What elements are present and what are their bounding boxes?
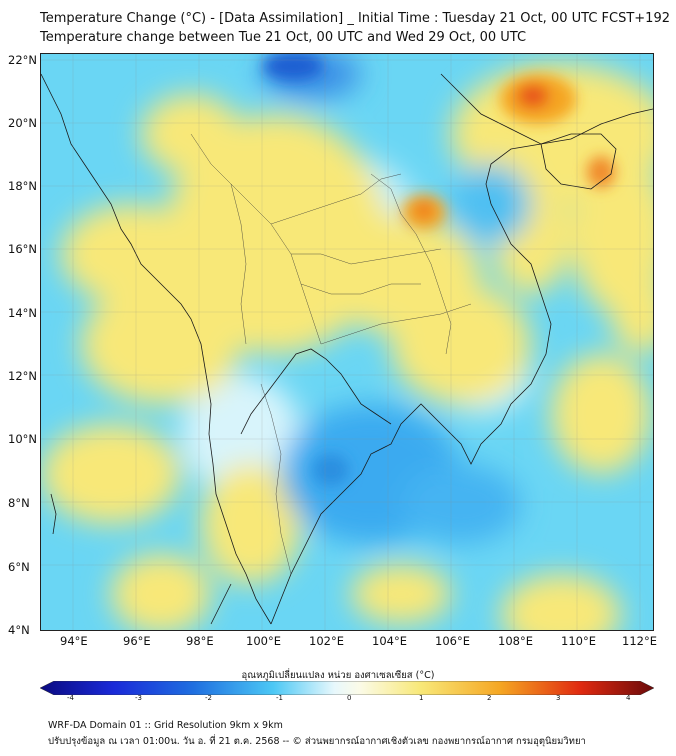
lat-label-14: 14°N: [8, 306, 37, 320]
lat-label-8: 8°N: [8, 496, 30, 510]
lon-label-104: 104°E: [372, 634, 407, 648]
map-subtitle: Temperature change between Tue 21 Oct, 0…: [40, 30, 527, 45]
map-title: Temperature Change (°C) - [Data Assimila…: [40, 11, 670, 26]
colorbar-tick-1: 1: [419, 694, 424, 702]
lon-label-96: 96°E: [123, 634, 151, 648]
lon-label-106: 106°E: [435, 634, 470, 648]
lon-label-108: 108°E: [498, 634, 533, 648]
lon-label-112: 112°E: [622, 634, 657, 648]
colorbar-tick-4: 4: [626, 694, 631, 702]
temperature-hotspots: [263, 54, 615, 486]
lon-label-94: 94°E: [60, 634, 88, 648]
temperature-change-map: [40, 53, 654, 631]
coastlines: [41, 73, 653, 625]
coast-andaman-islands: [50, 493, 57, 535]
lat-label-20: 20°N: [8, 116, 37, 130]
lon-label-102: 102°E: [309, 634, 344, 648]
colorbar-tick-3: 3: [556, 694, 561, 702]
lon-label-110: 110°E: [561, 634, 596, 648]
admin-borders: [190, 133, 472, 575]
colorbar-bar: [39, 680, 655, 696]
coast-hainan: [540, 133, 617, 190]
colorbar-tick-neg3: -3: [135, 694, 142, 702]
lat-label-18: 18°N: [8, 179, 37, 193]
lon-label-100: 100°E: [246, 634, 281, 648]
lat-label-6: 6°N: [8, 560, 30, 574]
coast-malaysia: [210, 583, 232, 625]
footer-model-info: WRF-DA Domain 01 :: Grid Resolution 9km …: [48, 720, 283, 731]
colorbar-title: อุณหภูมิเปลี่ยนแปลง หน่วย องศาเซลเซียส (…: [241, 670, 435, 681]
lat-label-10: 10°N: [8, 432, 37, 446]
coast-gulf-of-thailand: [270, 143, 552, 625]
colorbar-tick-neg1: -1: [276, 694, 283, 702]
colorbar-tick-neg2: -2: [205, 694, 212, 702]
coast-myanmar-west: [41, 73, 272, 625]
lat-label-22: 22°N: [8, 53, 37, 67]
colorbar-tick-2: 2: [487, 694, 492, 702]
colorbar-tick-0: 0: [347, 694, 352, 702]
footer-credit: ปรับปรุงข้อมูล ณ เวลา 01:00น. วัน อ. ที่…: [48, 736, 586, 747]
coast-south-china: [440, 73, 653, 145]
graticule: [41, 54, 653, 630]
coast-thai-gulf-top: [240, 348, 392, 435]
lat-label-12: 12°N: [8, 369, 37, 383]
lon-label-98: 98°E: [186, 634, 214, 648]
lat-label-4: 4°N: [8, 623, 30, 637]
lat-label-16: 16°N: [8, 242, 37, 256]
colorbar-tick-neg4: -4: [67, 694, 74, 702]
